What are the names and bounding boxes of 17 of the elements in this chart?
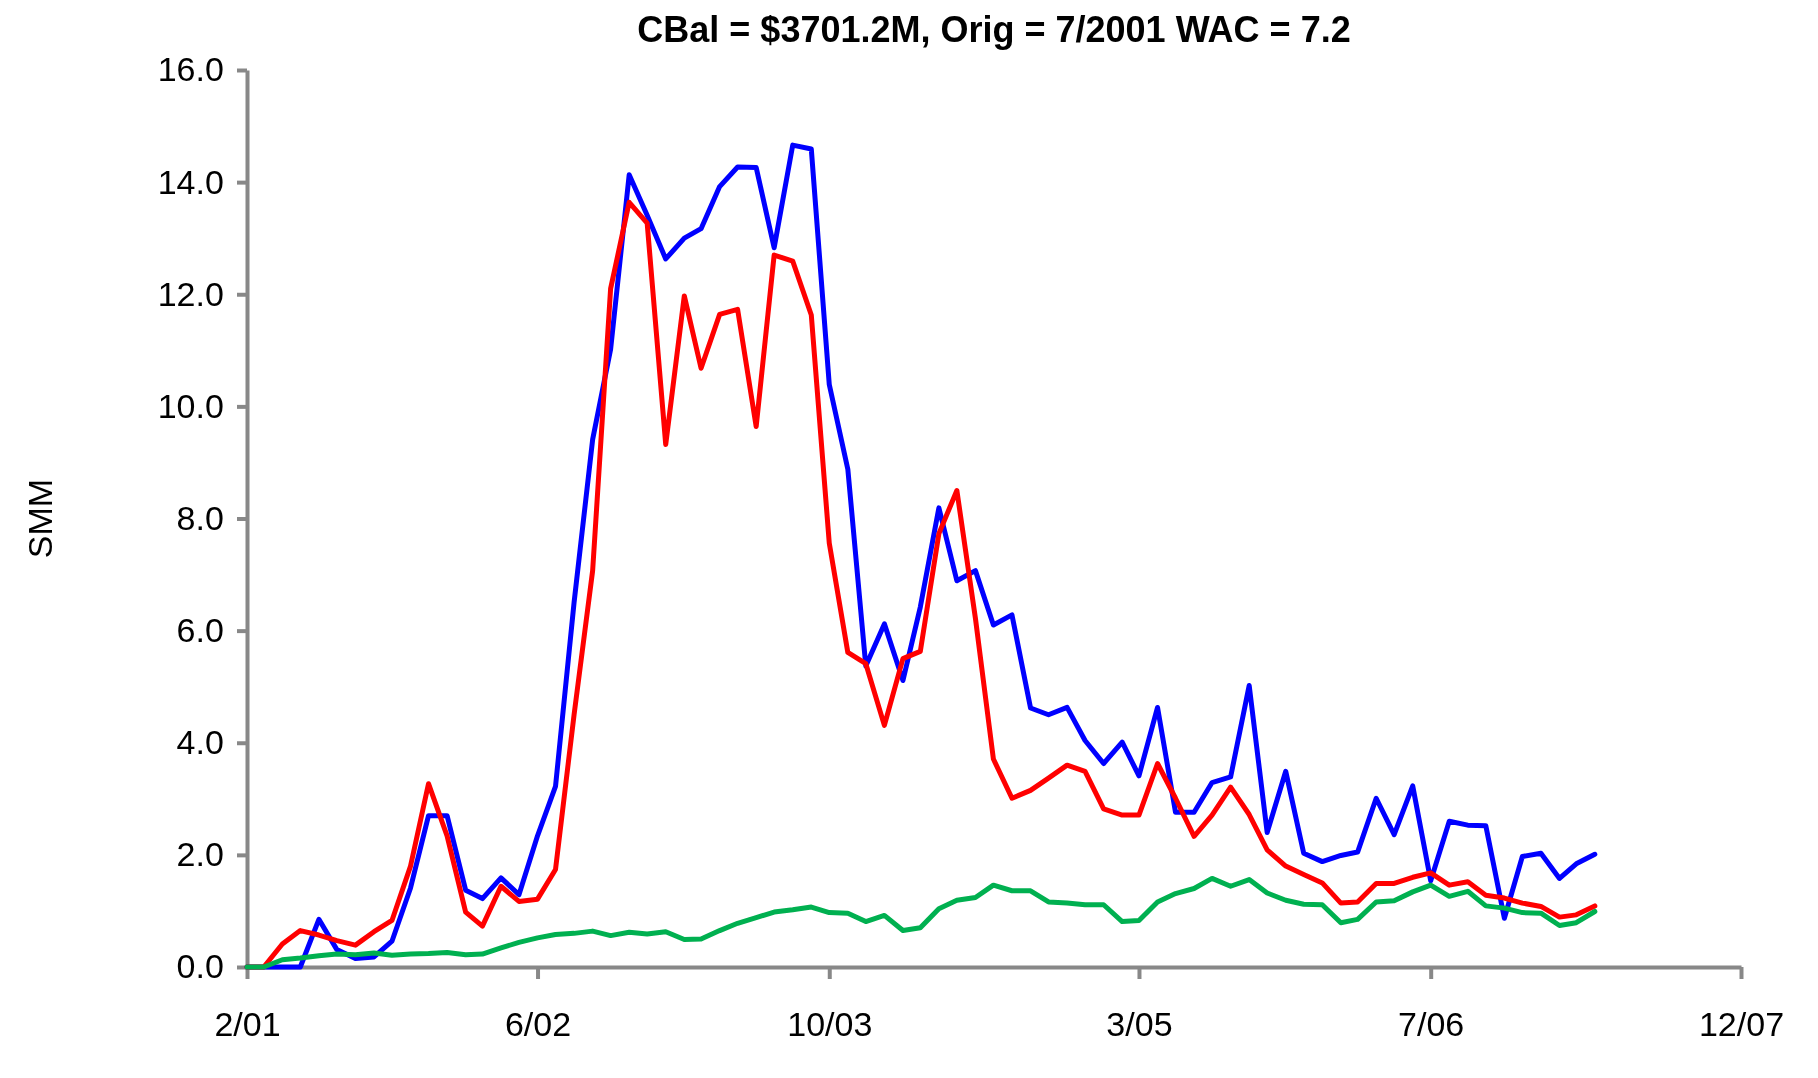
x-tick-label: 2/01 [214,1005,281,1044]
y-tick-label: 12.0 [157,274,224,313]
x-tick-label: 3/05 [1106,1005,1173,1044]
y-tick-label: 14.0 [157,162,224,201]
y-tick-label: 2.0 [176,835,224,874]
y-axis-title: SMM [21,478,59,559]
x-tick-label: 6/02 [504,1005,572,1044]
x-tick-label: 7/06 [1398,1005,1465,1044]
y-tick-label: 10.0 [157,386,224,425]
chart-title: CBal = $3701.2M, Orig = 7/2001 WAC = 7.2 [637,9,1351,50]
y-tick-label: 6.0 [176,611,224,650]
y-tick-label: 0.0 [176,947,224,986]
x-tick-label: 12/07 [1698,1005,1785,1044]
y-tick-label: 16.0 [157,50,224,89]
x-tick-label: 10/03 [787,1005,873,1044]
y-tick-label: 4.0 [176,723,224,762]
y-tick-label: 8.0 [176,498,224,537]
